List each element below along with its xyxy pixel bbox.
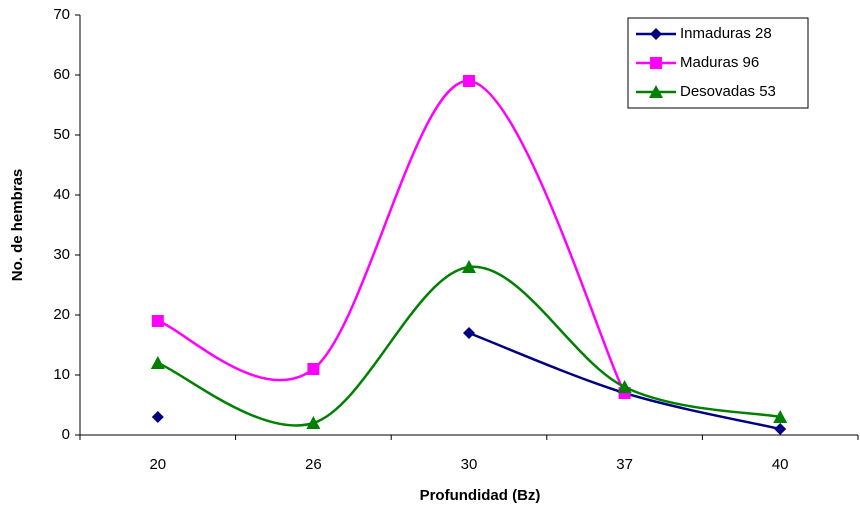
marker xyxy=(649,85,663,98)
marker xyxy=(650,28,662,40)
y-tick-label: 20 xyxy=(53,306,70,323)
marker xyxy=(151,315,164,327)
legend: Inmaduras 28 Maduras 96 Desovadas 53 xyxy=(627,17,809,109)
marker xyxy=(462,260,476,273)
legend-label: Maduras 96 xyxy=(680,54,759,71)
x-tick-label: 37 xyxy=(616,456,633,473)
marker xyxy=(306,416,321,429)
series-line xyxy=(157,79,626,394)
marker xyxy=(650,57,662,69)
marker xyxy=(307,363,320,375)
y-tick-label: 10 xyxy=(53,366,70,383)
x-axis-title: Profundidad (Bz) xyxy=(420,487,541,504)
x-tick-label: 26 xyxy=(305,456,322,473)
legend-label: Inmaduras 28 xyxy=(680,25,772,42)
y-tick-label: 50 xyxy=(53,126,70,143)
y-tick-label: 0 xyxy=(62,426,70,443)
series-line xyxy=(157,265,781,427)
marker xyxy=(463,327,475,339)
marker xyxy=(617,380,632,393)
y-tick-label: 70 xyxy=(53,6,70,23)
marker xyxy=(774,423,787,435)
y-axis-title: No. de hembras xyxy=(9,169,26,282)
y-tick-label: 30 xyxy=(53,246,70,263)
x-tick-label: 20 xyxy=(149,456,166,473)
y-tick-label: 40 xyxy=(53,186,70,203)
y-tick-label: 60 xyxy=(53,66,70,83)
marker xyxy=(150,356,165,369)
marker xyxy=(773,410,788,423)
legend-label: Desovadas 53 xyxy=(680,83,776,100)
marker xyxy=(151,411,164,423)
marker xyxy=(463,75,475,87)
x-tick-label: 40 xyxy=(772,456,789,473)
x-tick-label: 30 xyxy=(461,456,478,473)
